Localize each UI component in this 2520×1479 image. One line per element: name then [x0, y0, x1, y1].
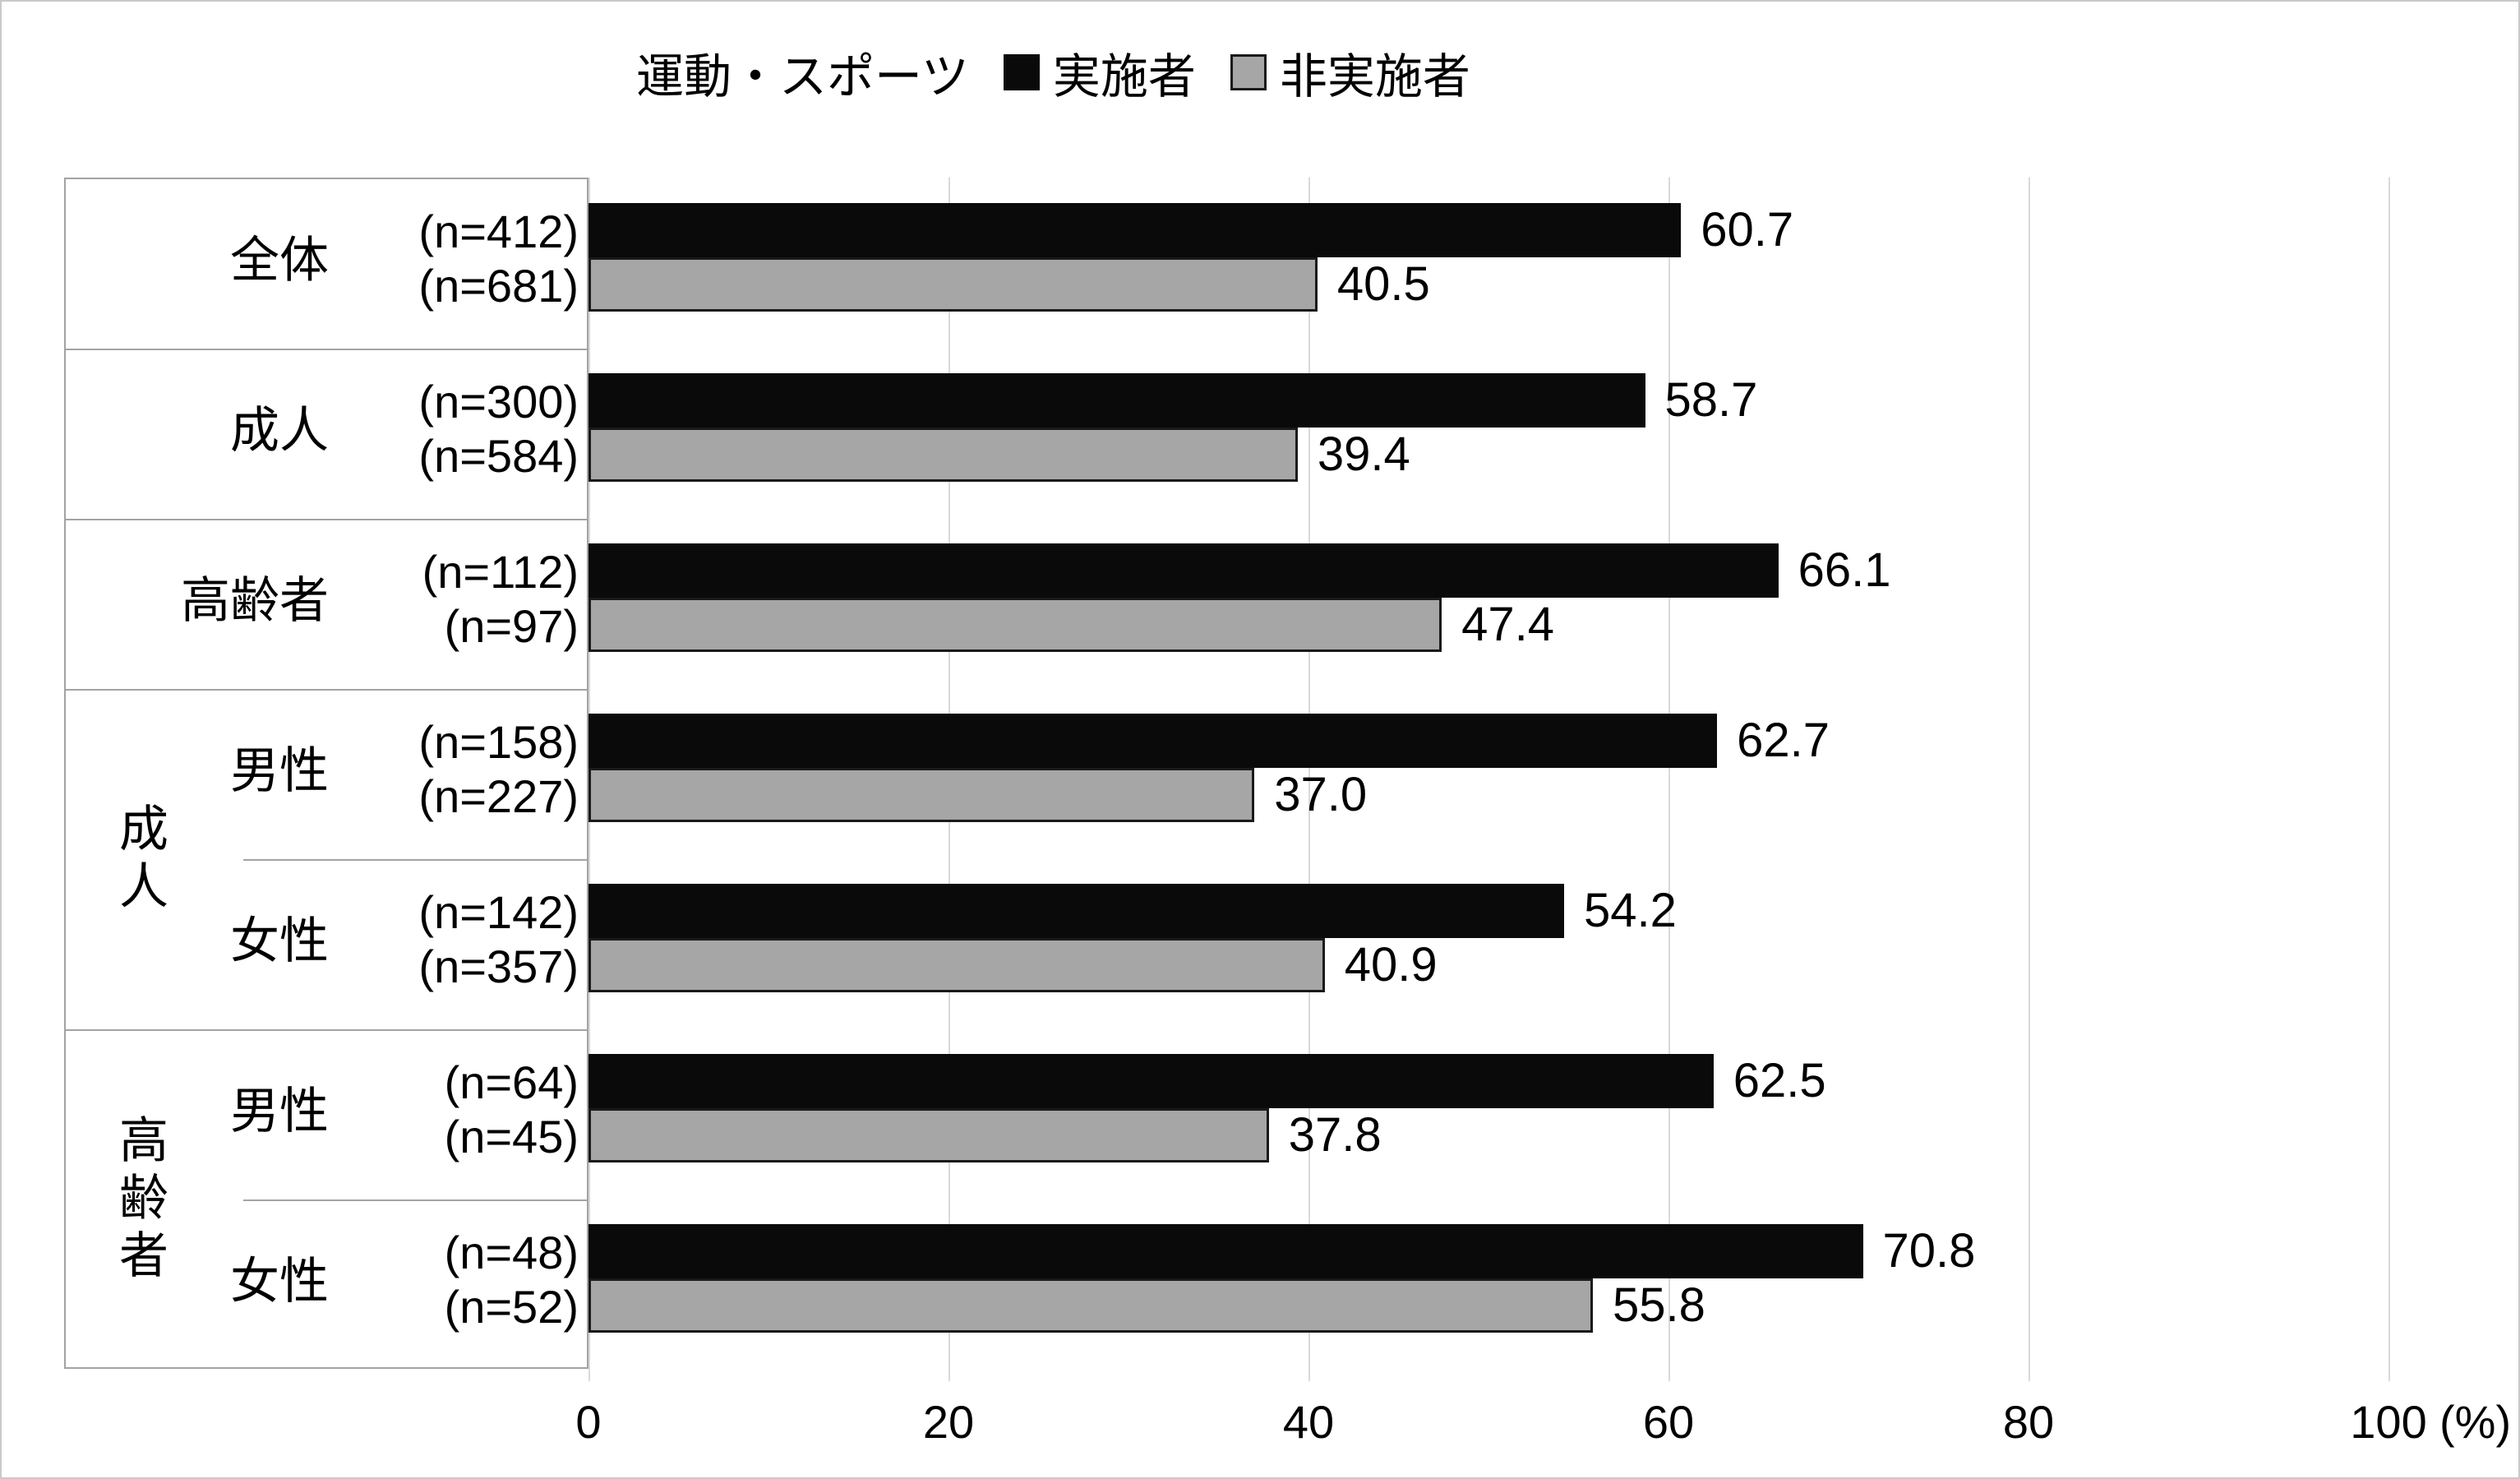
value-label: 70.8	[1882, 1224, 1976, 1278]
bar-participant	[588, 884, 1564, 938]
category-label: 女性	[230, 913, 329, 968]
gridline	[2028, 178, 2030, 1381]
value-label: 40.5	[1336, 257, 1430, 311]
category-label: 男性	[230, 1084, 329, 1139]
x-tick-label: 80	[2002, 1396, 2055, 1448]
sample-size-label: (n=45)	[444, 1111, 579, 1162]
row-divider	[243, 859, 587, 861]
x-tick-label: 100	[2350, 1396, 2427, 1448]
sample-size-label: (n=52)	[444, 1281, 579, 1333]
bar-participant	[588, 543, 1779, 598]
category-row: 女性 (n=142) (n=357)	[66, 860, 587, 1030]
value-label: 37.0	[1274, 768, 1368, 821]
category-panel: 全体 (n=412) (n=681) 成人 (n=300) (n=584) 高齢…	[64, 178, 588, 1369]
category-row: 男性 (n=158) (n=227)	[66, 690, 587, 860]
category-row: 全体 (n=412) (n=681)	[66, 179, 587, 349]
bar-row: 66.1 47.4	[588, 518, 2518, 688]
legend-title: 運動・スポーツ	[636, 50, 969, 104]
group-label-adults: 成人	[112, 802, 168, 917]
legend-label-nonparticipant: 非実施者	[1279, 50, 1470, 104]
value-label: 60.7	[1701, 203, 1794, 257]
gridline	[2388, 178, 2390, 1381]
sample-size-label: (n=158)	[418, 716, 579, 768]
row-divider	[66, 689, 587, 691]
category-label: 男性	[230, 743, 329, 798]
sample-size-label: (n=412)	[418, 206, 579, 257]
value-label: 54.2	[1584, 884, 1677, 937]
value-label: 62.5	[1733, 1054, 1826, 1107]
gridline	[1668, 178, 1670, 1381]
legend-item-participant: 実施者	[1003, 38, 1196, 107]
bar-participant	[588, 1054, 1714, 1108]
x-tick-label: 40	[1282, 1396, 1335, 1448]
bar-row: 62.7 37.0	[588, 688, 2518, 858]
bar-nonparticipant	[588, 257, 1318, 312]
sample-size-label: (n=300)	[418, 376, 579, 428]
bar-participant	[588, 373, 1645, 428]
nonparticipant-swatch-icon	[1230, 54, 1267, 90]
category-row: 成人 (n=300) (n=584)	[66, 349, 587, 520]
value-label: 47.4	[1461, 598, 1554, 651]
sample-size-label: (n=584)	[418, 430, 579, 482]
sample-size-label: (n=681)	[418, 260, 579, 312]
sample-size-label: (n=48)	[444, 1227, 579, 1278]
x-tick-label: 60	[1642, 1396, 1695, 1448]
legend: 運動・スポーツ 実施者 非実施者	[636, 39, 1470, 105]
value-label: 62.7	[1737, 714, 1830, 767]
sample-size-label: (n=142)	[418, 886, 579, 938]
bar-nonparticipant	[588, 1108, 1269, 1162]
row-divider	[66, 519, 587, 520]
bar-nonparticipant	[588, 1278, 1593, 1333]
sample-size-label: (n=112)	[422, 546, 579, 598]
x-tick-label: 20	[922, 1396, 975, 1448]
sample-size-label: (n=357)	[418, 941, 579, 992]
x-tick-label: 0	[575, 1396, 602, 1448]
gridline	[1308, 178, 1310, 1381]
bar-nonparticipant	[588, 598, 1442, 652]
sample-size-label: (n=227)	[418, 770, 579, 822]
bar-row: 70.8 55.8	[588, 1199, 2518, 1369]
category-label: 女性	[230, 1254, 329, 1309]
bar-participant	[588, 203, 1682, 257]
row-divider	[66, 349, 587, 350]
percent-unit-label: (%)	[2439, 1396, 2512, 1448]
row-divider	[66, 1029, 587, 1031]
participant-swatch-icon	[1003, 54, 1040, 90]
bar-row: 62.5 37.8	[588, 1028, 2518, 1199]
value-label: 55.8	[1613, 1278, 1705, 1332]
category-label: 全体	[230, 233, 329, 288]
value-label: 39.4	[1317, 428, 1410, 481]
bar-row: 60.7 40.5	[588, 178, 2518, 348]
bar-nonparticipant	[588, 428, 1298, 482]
bar-nonparticipant	[588, 938, 1325, 992]
category-label: 高齢者	[181, 573, 329, 628]
bar-nonparticipant	[588, 768, 1255, 822]
legend-item-nonparticipant: 非実施者	[1230, 38, 1470, 107]
category-label: 成人	[230, 403, 329, 458]
value-label: 66.1	[1798, 543, 1891, 597]
bar-participant	[588, 1224, 1863, 1278]
plot-area: 60.7 40.5 58.7 39.4 66.1	[588, 178, 2518, 1369]
group-label-elderly: 高齢者	[112, 1114, 168, 1287]
row-divider	[243, 1199, 587, 1201]
sample-size-label: (n=97)	[444, 600, 579, 652]
category-row: 高齢者 (n=112) (n=97)	[66, 520, 587, 690]
value-label: 37.8	[1288, 1108, 1382, 1162]
x-axis-ticks: (%) 0 20 40 60 80 100	[575, 1391, 2518, 1454]
bar-row: 54.2 40.9	[588, 858, 2518, 1028]
bar-participant	[588, 714, 1718, 768]
bar-row: 58.7 39.4	[588, 348, 2518, 518]
value-label: 40.9	[1344, 938, 1438, 991]
value-label: 58.7	[1664, 373, 1758, 427]
legend-label-participant: 実施者	[1052, 50, 1196, 104]
category-row: 女性 (n=48) (n=52)	[66, 1200, 587, 1370]
category-row: 男性 (n=64) (n=45)	[66, 1030, 587, 1200]
sample-size-label: (n=64)	[444, 1056, 579, 1108]
